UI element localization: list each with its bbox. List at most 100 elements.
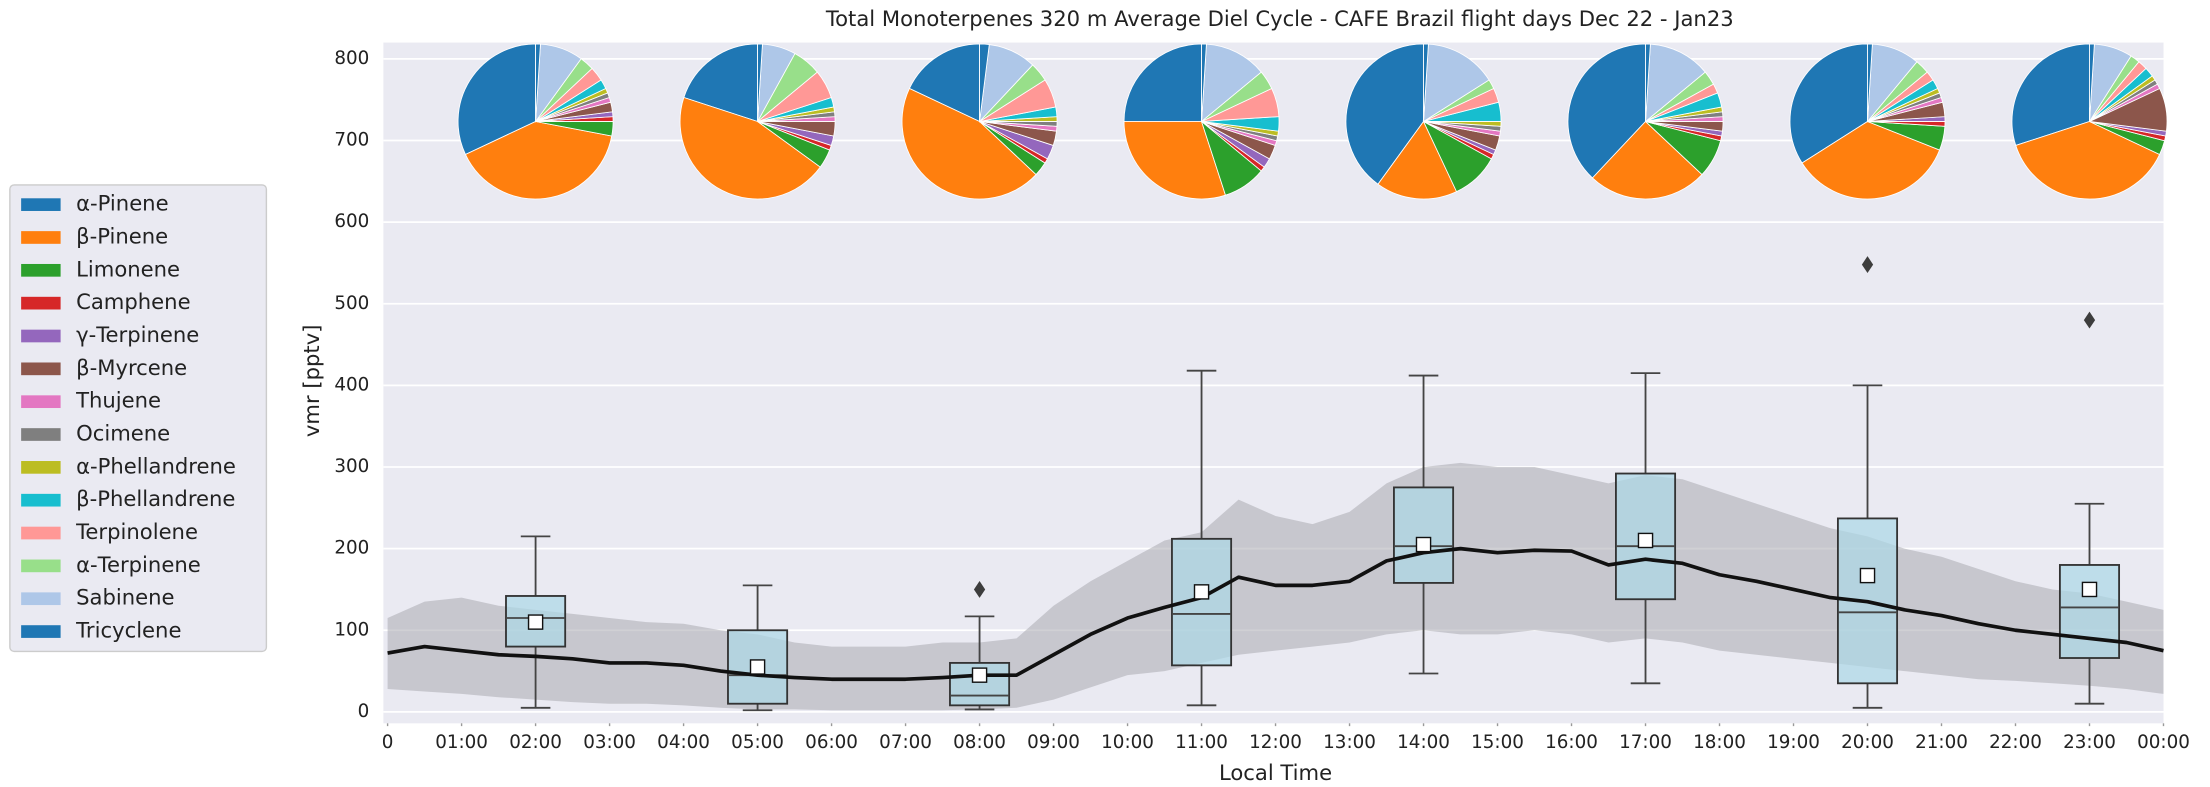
pie-wedge — [1423, 43, 1429, 122]
y-tick-label: 700 — [334, 130, 369, 151]
y-tick-label: 300 — [334, 456, 369, 477]
pie-wedge — [1591, 120, 1703, 200]
legend-label: Camphene — [76, 289, 190, 314]
x-tick-label: 16:00 — [1545, 732, 1598, 753]
x-tick-label: 01:00 — [435, 732, 488, 753]
legend-swatch — [21, 329, 61, 343]
x-tick-label: 08:00 — [953, 732, 1006, 753]
mean-marker — [1193, 584, 1210, 600]
y-tick-label: 100 — [334, 619, 369, 640]
x-tick-label: 07:00 — [879, 732, 932, 753]
x-tick-label: 23:00 — [2063, 732, 2116, 753]
x-tick-label: 21:00 — [1915, 732, 1968, 753]
legend-label: β-Phellandrene — [76, 486, 235, 511]
x-tick-label: 15:00 — [1471, 732, 1524, 753]
legend-swatch — [21, 592, 61, 606]
mean-marker — [971, 667, 988, 683]
pie-wedge — [757, 43, 763, 122]
legend-swatch — [21, 231, 61, 244]
legend-label: Thujene — [75, 388, 161, 413]
pie-wedge — [901, 87, 1037, 200]
mean-marker — [1415, 536, 1432, 553]
legend-swatch — [21, 625, 61, 638]
legend-swatch — [21, 493, 61, 507]
y-tick-label: 600 — [334, 211, 369, 232]
x-tick-label: 0 — [382, 732, 394, 753]
box — [2058, 564, 2121, 659]
mean-line — [387, 546, 2164, 682]
x-tick-label: 06:00 — [805, 732, 858, 753]
legend-swatch — [21, 395, 61, 409]
x-tick-label: 09:00 — [1027, 732, 1080, 753]
x-tick-label: 22:00 — [1989, 732, 2042, 753]
legend-label: Tricyclene — [75, 618, 181, 643]
outlier — [2083, 311, 2096, 329]
x-tick-label: 10:00 — [1101, 732, 1154, 753]
legend-swatch — [21, 198, 61, 211]
y-axis-label: vmr [pptv] — [299, 325, 324, 438]
legend-swatch — [21, 559, 61, 573]
x-tick-label: 12:00 — [1249, 732, 1302, 753]
pie-wedge — [1123, 43, 1202, 122]
legend-label: β-Myrcene — [76, 355, 187, 380]
pie-wedge — [2015, 121, 2161, 200]
pie-wedge — [908, 43, 980, 123]
y-tick-label: 200 — [334, 538, 369, 559]
legend-label: Limonene — [76, 256, 180, 281]
x-tick-label: 04:00 — [657, 732, 710, 753]
x-tick-label: 02:00 — [509, 732, 562, 753]
legend-swatch — [21, 428, 61, 441]
pie-wedge — [679, 96, 821, 200]
y-tick-label: 500 — [334, 293, 369, 314]
legend-label: Sabinene — [76, 585, 174, 610]
legend-label: β-Pinene — [76, 223, 168, 248]
legend-swatch — [21, 526, 61, 540]
pie-wedge — [1201, 43, 1207, 122]
pie-wedge — [1645, 43, 1651, 122]
x-tick-label: 20:00 — [1841, 732, 1894, 753]
mean-marker — [527, 614, 544, 630]
pie-wedge — [1567, 43, 1646, 179]
legend-swatch — [21, 296, 61, 310]
legend-frame — [9, 184, 268, 653]
mean-marker — [749, 659, 766, 675]
x-tick-label: 17:00 — [1619, 732, 1672, 753]
x-axis-label: Local Time — [1219, 760, 1332, 785]
pie-wedge — [683, 43, 758, 123]
chart-title: Total Monoterpenes 320 m Average Diel Cy… — [825, 6, 1734, 31]
x-tick-label: 14:00 — [1397, 732, 1450, 753]
legend-label: α-Pinene — [76, 191, 168, 216]
legend-label: Terpinolene — [75, 519, 198, 544]
x-tick-label: 18:00 — [1693, 732, 1746, 753]
pie-wedge — [1789, 43, 1868, 164]
pie-wedge — [1123, 121, 1227, 200]
pie-wedge — [464, 121, 613, 200]
legend-label: Ocimene — [76, 421, 170, 446]
pie-wedge — [535, 43, 541, 122]
x-tick-label: 11:00 — [1175, 732, 1228, 753]
x-tick-label: 19:00 — [1767, 732, 1820, 753]
pie-wedge — [979, 43, 990, 122]
pie-wedge — [2011, 43, 2090, 146]
legend-swatch — [21, 263, 61, 277]
pie-wedge — [1201, 43, 1262, 123]
x-tick-label: 05:00 — [731, 732, 784, 753]
x-tick-label: 13:00 — [1323, 732, 1376, 753]
mean-marker — [2081, 581, 2098, 598]
mean-marker — [1859, 567, 1876, 584]
pie-wedge — [1867, 43, 1873, 122]
y-tick-label: 400 — [334, 374, 369, 395]
pie-wedge — [1801, 121, 1941, 200]
x-tick-label: 00:00 — [2137, 732, 2190, 753]
mean-marker — [1637, 532, 1654, 549]
pie-wedge — [457, 43, 537, 156]
x-tick-label: 03:00 — [583, 732, 636, 753]
legend-label: α-Terpinene — [76, 552, 201, 577]
pie-wedge — [1423, 43, 1490, 123]
legend-swatch — [21, 461, 61, 474]
outlier — [973, 580, 986, 598]
legend-label: α-Phellandrene — [76, 453, 236, 478]
y-tick-label: 800 — [334, 48, 369, 69]
y-tick-label: 0 — [358, 701, 370, 722]
